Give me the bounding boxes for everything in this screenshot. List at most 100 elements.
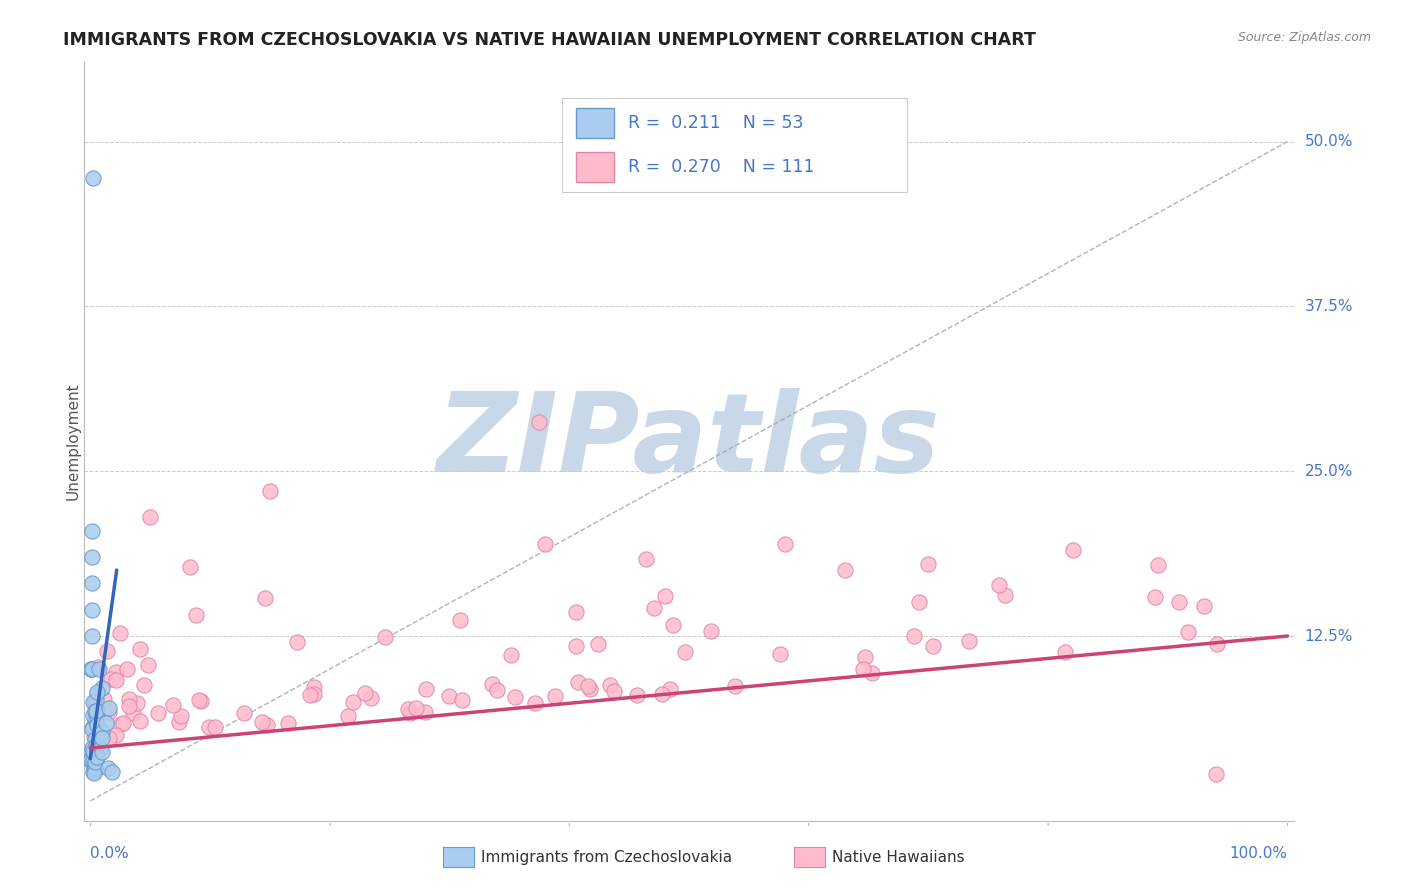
Point bbox=[86, 743, 108, 757]
Point bbox=[83, 695, 105, 709]
Point bbox=[80, 721, 103, 735]
Point bbox=[527, 415, 550, 429]
Point bbox=[117, 698, 139, 713]
Point bbox=[399, 706, 422, 720]
Point bbox=[544, 690, 567, 704]
Point bbox=[499, 648, 522, 662]
Point bbox=[523, 696, 546, 710]
Y-axis label: Unemployment: Unemployment bbox=[66, 383, 80, 500]
Point bbox=[405, 700, 427, 714]
Point bbox=[110, 717, 132, 731]
Point bbox=[503, 690, 526, 704]
Point bbox=[342, 694, 364, 708]
Point bbox=[253, 591, 276, 606]
Point bbox=[903, 629, 925, 643]
Point bbox=[80, 742, 103, 756]
Point bbox=[90, 723, 112, 737]
Point bbox=[112, 716, 135, 731]
Point bbox=[84, 707, 107, 722]
Point bbox=[662, 618, 685, 632]
Point bbox=[302, 687, 325, 701]
Point bbox=[603, 684, 626, 698]
Point bbox=[86, 750, 108, 764]
Point bbox=[673, 644, 696, 658]
Point bbox=[485, 683, 508, 698]
Point bbox=[129, 642, 152, 657]
Point bbox=[84, 714, 107, 728]
Point bbox=[83, 760, 105, 774]
Point bbox=[84, 762, 107, 776]
Text: ZIPatlas: ZIPatlas bbox=[437, 388, 941, 495]
Point bbox=[1062, 543, 1084, 558]
Point bbox=[104, 727, 127, 741]
Point bbox=[360, 690, 382, 705]
Point bbox=[190, 694, 212, 708]
Point bbox=[83, 765, 105, 780]
Point bbox=[136, 658, 159, 673]
Point bbox=[108, 626, 131, 640]
Point bbox=[96, 644, 118, 658]
Point bbox=[922, 639, 945, 653]
Point bbox=[97, 701, 120, 715]
Point bbox=[724, 679, 747, 693]
Point bbox=[853, 650, 876, 665]
Point bbox=[651, 687, 673, 701]
Point bbox=[80, 752, 103, 766]
Point bbox=[576, 679, 599, 693]
Point bbox=[83, 730, 105, 744]
Point bbox=[374, 630, 396, 644]
Point bbox=[97, 731, 120, 745]
Point bbox=[1143, 590, 1166, 604]
Point bbox=[567, 674, 589, 689]
Point bbox=[450, 693, 472, 707]
Point bbox=[534, 537, 557, 551]
Bar bbox=[576, 153, 614, 183]
Point bbox=[658, 681, 681, 696]
Point bbox=[80, 549, 103, 564]
Point bbox=[84, 705, 107, 719]
Point bbox=[86, 717, 108, 731]
Text: 0.0%: 0.0% bbox=[90, 846, 129, 861]
Point bbox=[599, 677, 621, 691]
Point bbox=[1053, 644, 1076, 658]
Point bbox=[121, 706, 143, 721]
Point bbox=[80, 629, 103, 643]
Point bbox=[84, 731, 107, 746]
Point bbox=[93, 692, 115, 706]
Point bbox=[96, 715, 118, 730]
Point bbox=[80, 662, 103, 676]
Point bbox=[987, 578, 1010, 592]
Point bbox=[700, 624, 723, 639]
Point bbox=[105, 673, 128, 687]
Point bbox=[84, 751, 107, 765]
Point bbox=[139, 510, 162, 524]
Point bbox=[437, 690, 460, 704]
Point bbox=[187, 693, 209, 707]
Point bbox=[83, 704, 105, 718]
Point bbox=[90, 725, 112, 739]
Point bbox=[1177, 625, 1199, 640]
Point bbox=[626, 688, 648, 702]
Point bbox=[90, 731, 112, 746]
Point bbox=[643, 601, 665, 615]
Point bbox=[860, 665, 883, 680]
Point bbox=[79, 753, 101, 767]
Point bbox=[83, 753, 105, 767]
Point bbox=[82, 708, 104, 723]
Text: R =  0.211    N = 53: R = 0.211 N = 53 bbox=[628, 114, 803, 132]
Point bbox=[82, 171, 104, 186]
Point bbox=[957, 634, 980, 648]
Point bbox=[86, 689, 108, 703]
Point bbox=[91, 681, 114, 695]
Point bbox=[84, 730, 107, 744]
Point bbox=[82, 765, 104, 780]
Text: 50.0%: 50.0% bbox=[1305, 134, 1353, 149]
Point bbox=[89, 742, 111, 756]
Point bbox=[80, 602, 103, 616]
Point bbox=[86, 685, 108, 699]
Point bbox=[634, 552, 657, 566]
Point bbox=[84, 755, 107, 769]
Point bbox=[578, 682, 600, 697]
Point bbox=[299, 688, 322, 702]
Point bbox=[115, 662, 138, 676]
